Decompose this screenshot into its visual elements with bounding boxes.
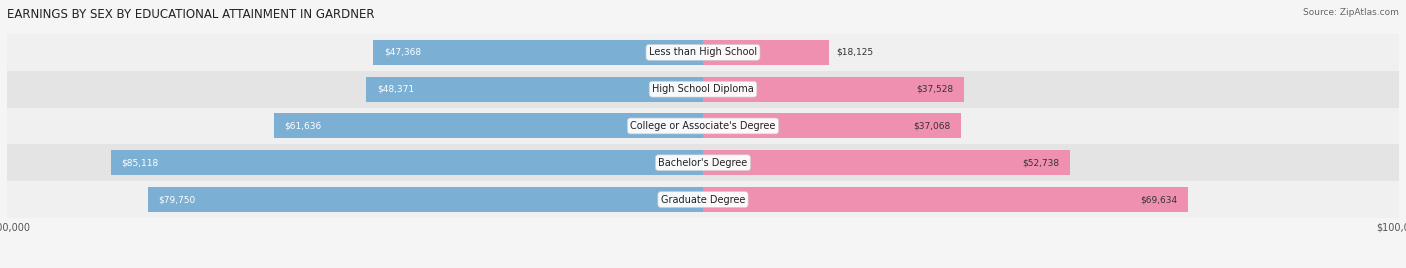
Text: $79,750: $79,750 [159, 195, 195, 204]
Bar [7, 34, 1399, 71]
Bar [374, 40, 703, 65]
Text: High School Diploma: High School Diploma [652, 84, 754, 94]
Text: College or Associate's Degree: College or Associate's Degree [630, 121, 776, 131]
Bar [703, 77, 965, 102]
Bar [7, 144, 1399, 181]
Text: $47,368: $47,368 [384, 48, 420, 57]
Bar [7, 107, 1399, 144]
Text: Source: ZipAtlas.com: Source: ZipAtlas.com [1303, 8, 1399, 17]
Text: Less than High School: Less than High School [650, 47, 756, 57]
Text: $37,068: $37,068 [914, 121, 950, 131]
Bar [703, 113, 960, 139]
Text: $48,371: $48,371 [377, 85, 413, 94]
Text: $69,634: $69,634 [1140, 195, 1177, 204]
Bar [7, 181, 1399, 218]
Bar [703, 187, 1188, 212]
Bar [703, 40, 830, 65]
Text: $52,738: $52,738 [1022, 158, 1060, 167]
Text: $85,118: $85,118 [121, 158, 159, 167]
Bar [148, 187, 703, 212]
Text: Graduate Degree: Graduate Degree [661, 195, 745, 204]
Bar [367, 77, 703, 102]
Bar [703, 150, 1070, 175]
Text: Bachelor's Degree: Bachelor's Degree [658, 158, 748, 168]
Bar [7, 71, 1399, 107]
Bar [111, 150, 703, 175]
Text: EARNINGS BY SEX BY EDUCATIONAL ATTAINMENT IN GARDNER: EARNINGS BY SEX BY EDUCATIONAL ATTAINMEN… [7, 8, 374, 21]
Text: $18,125: $18,125 [837, 48, 873, 57]
Bar [274, 113, 703, 139]
Text: $37,528: $37,528 [917, 85, 953, 94]
Text: $61,636: $61,636 [284, 121, 322, 131]
